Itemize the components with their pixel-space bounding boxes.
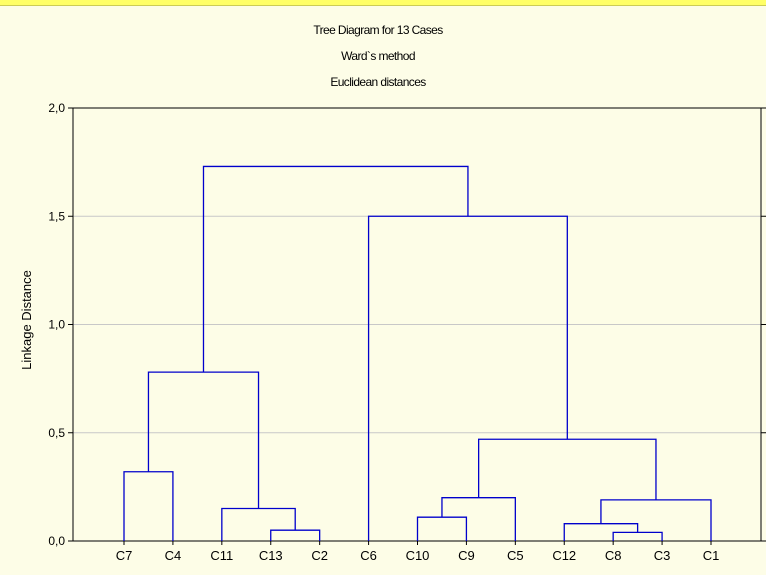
gridlines: [73, 215, 761, 434]
leaf-label: C5: [507, 548, 524, 563]
leaf-label: C1: [703, 548, 720, 563]
dendrogram-links: [123, 165, 712, 541]
chart-subtitle: Ward`s method: [341, 49, 415, 63]
merge-link: [416, 516, 468, 541]
axes: 0,0 0,5 1,0 1,5 2,0: [48, 101, 766, 548]
leaf-label: C6: [360, 548, 377, 563]
leaf-label: C8: [605, 548, 622, 563]
merge-link: [147, 371, 260, 509]
y-tick-label: 0,0: [48, 534, 65, 548]
merge-link: [202, 165, 469, 373]
merge-link: [367, 215, 568, 541]
merge-link: [477, 438, 657, 500]
leaf-label: C7: [116, 548, 133, 563]
leaf-label: C13: [259, 548, 283, 563]
merge-link: [123, 471, 174, 541]
y-tick-label: 0,5: [48, 426, 65, 440]
leaf-label: C11: [210, 548, 233, 563]
y-axis-label: Linkage Distance: [19, 270, 34, 370]
chart-title: Tree Diagram for 13 Cases: [313, 23, 443, 37]
merge-link: [441, 497, 516, 541]
merge-link: [221, 507, 296, 541]
leaf-label: C3: [654, 548, 671, 563]
leaf-label: C9: [458, 548, 475, 563]
leaf-label: C10: [406, 548, 430, 563]
leaf-label: C12: [552, 548, 576, 563]
y-tick-label: 1,0: [48, 318, 65, 332]
merge-link: [270, 529, 321, 541]
y-tick-label: 2,0: [48, 101, 65, 115]
window-top-border: [0, 0, 766, 6]
chart-subtitle-2: Euclidean distances: [330, 75, 426, 89]
leaf-label: C4: [165, 548, 182, 563]
leaf-label: C2: [311, 548, 328, 563]
merge-link: [600, 499, 712, 541]
y-tick-label: 1,5: [48, 209, 65, 223]
leaf-labels: C7 C4 C11 C13 C2 C6 C10 C9 C5 C12 C8 C3 C1: [116, 548, 720, 563]
merge-link: [612, 531, 663, 541]
